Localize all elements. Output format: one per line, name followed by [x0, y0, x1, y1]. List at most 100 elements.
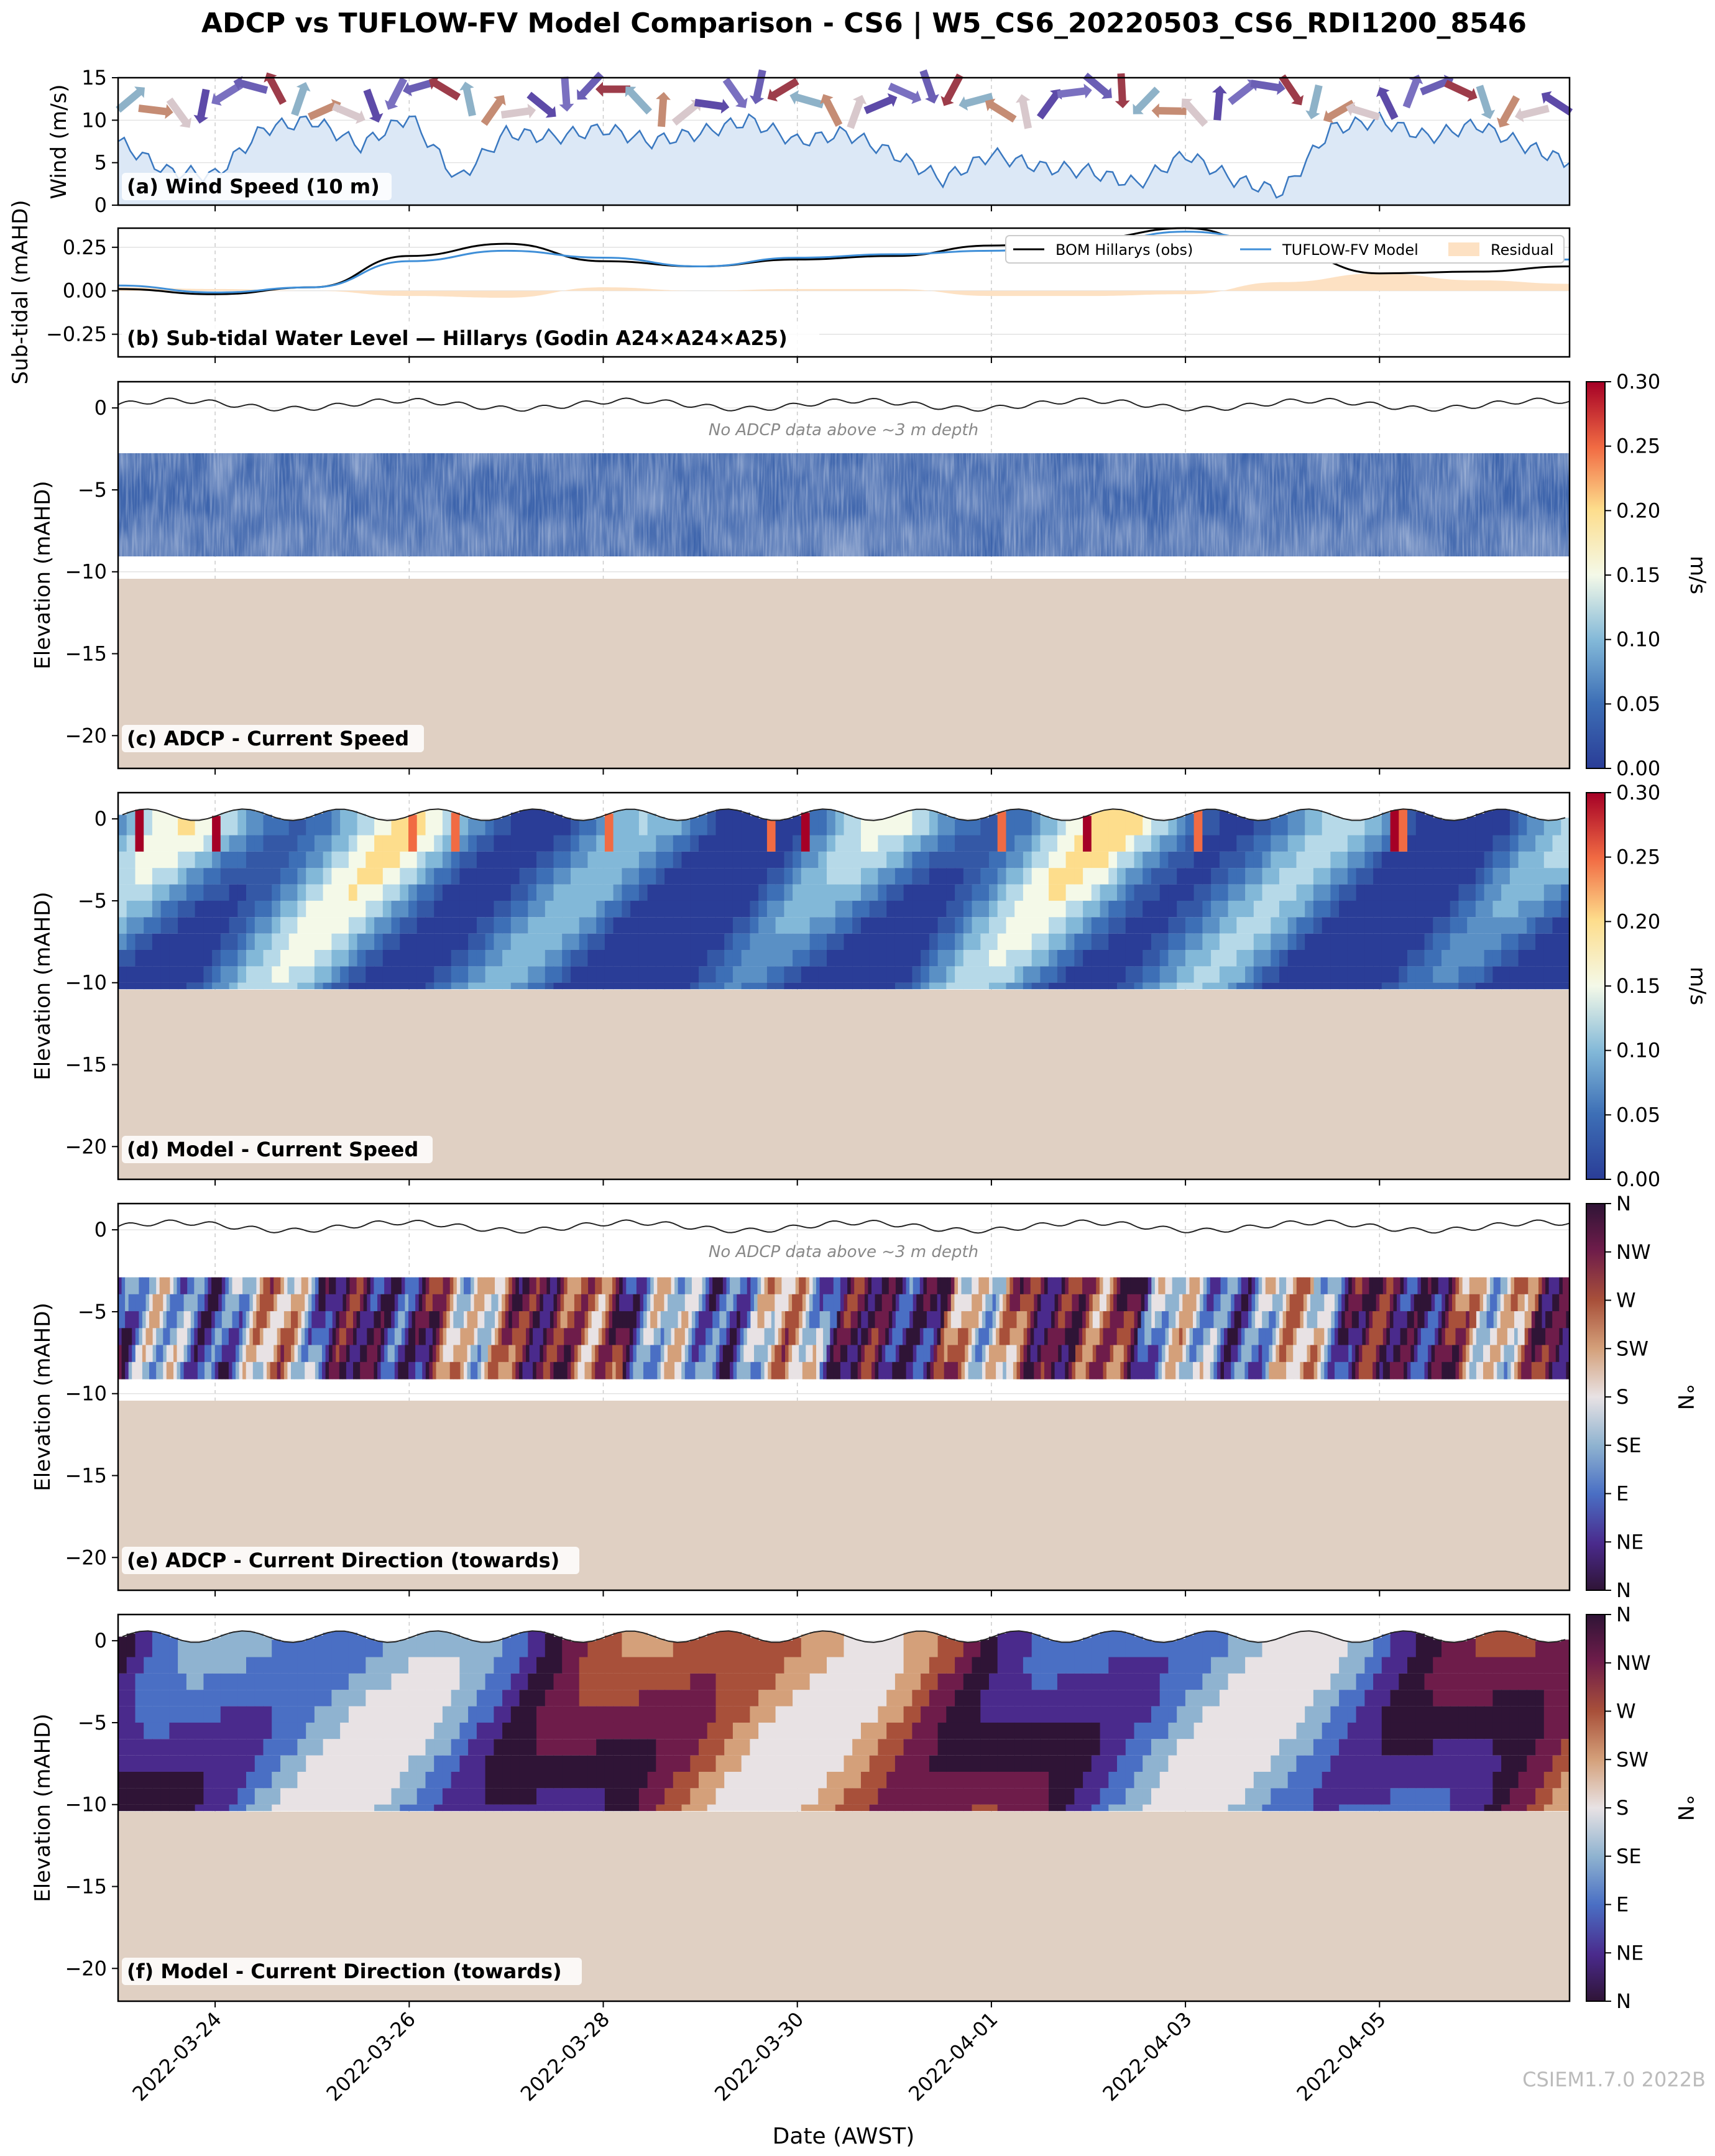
- heatmap-cell: [997, 966, 1006, 983]
- heatmap-cell: [125, 1345, 129, 1363]
- heatmap-cell: [494, 966, 503, 983]
- heatmap-cell: [332, 1328, 336, 1346]
- heatmap-cell: [1400, 1277, 1404, 1295]
- heatmap-cell: [1364, 835, 1374, 852]
- heatmap-cell: [1548, 1277, 1553, 1295]
- heatmap-cell: [1279, 884, 1289, 901]
- heatmap-cell: [579, 982, 588, 990]
- heatmap-cell: [812, 1311, 817, 1329]
- heatmap-cell: [118, 1673, 127, 1690]
- heatmap-cell: [1127, 1277, 1131, 1295]
- heatmap-cell: [1013, 1345, 1018, 1363]
- heatmap-cell: [272, 1673, 281, 1690]
- heatmap-cell: [1355, 1361, 1359, 1380]
- heatmap-cell: [844, 1345, 848, 1363]
- heatmap-cell: [946, 884, 955, 901]
- heatmap-cell: [1286, 1294, 1290, 1312]
- heatmap-cell: [577, 1277, 582, 1295]
- heatmap-cell: [1162, 1277, 1166, 1295]
- heatmap-cell: [1373, 933, 1382, 951]
- heatmap-cell: [684, 1311, 689, 1329]
- heatmap-cell: [301, 1361, 305, 1380]
- heatmap-cell: [391, 933, 400, 951]
- heatmap-cell: [818, 884, 827, 901]
- heatmap-cell: [1509, 900, 1519, 918]
- heatmap-cell: [809, 966, 819, 983]
- heatmap-cell: [1373, 851, 1382, 868]
- heatmap-cell: [408, 1345, 413, 1363]
- heatmap-cell: [947, 1361, 952, 1380]
- heatmap-cell: [653, 1277, 658, 1295]
- heatmap-cell: [515, 1361, 520, 1380]
- heatmap-cell: [947, 1345, 952, 1363]
- heatmap-cell: [480, 1311, 485, 1329]
- heatmap-cell: [401, 1328, 406, 1346]
- heatmap-cell: [1381, 851, 1391, 868]
- heatmap-cell: [229, 966, 238, 983]
- heatmap-cell: [1527, 851, 1536, 868]
- heatmap-cell: [1023, 933, 1032, 951]
- heatmap-cell: [852, 900, 862, 918]
- heatmap-cell: [1016, 1311, 1021, 1329]
- heatmap-cell: [1561, 950, 1570, 967]
- heatmap-cell: [221, 1311, 226, 1329]
- heatmap-cell: [656, 884, 665, 901]
- heatmap-cell: [840, 1311, 845, 1329]
- heatmap-cell: [1501, 900, 1510, 918]
- heatmap-cell: [650, 1277, 655, 1295]
- heatmap-cell: [294, 1328, 298, 1346]
- heatmap-cell: [1296, 950, 1305, 967]
- heatmap-cell: [775, 868, 784, 885]
- heatmap-cell: [1531, 1277, 1535, 1295]
- heatmap-cell: [1207, 1311, 1211, 1329]
- heatmap-cell: [562, 950, 571, 967]
- heatmap-cell: [732, 966, 742, 983]
- heatmap-cell: [1075, 1277, 1080, 1295]
- heatmap-cell: [678, 1294, 682, 1312]
- heatmap-cell: [377, 1361, 382, 1380]
- heatmap-cell: [416, 851, 426, 868]
- heatmap-cell: [536, 809, 546, 836]
- heatmap-cell: [1399, 835, 1408, 852]
- heatmap-cell: [254, 884, 264, 901]
- heatmap-cell: [1545, 1311, 1550, 1329]
- heatmap-cell: [1509, 950, 1519, 967]
- heatmap-cell: [187, 1328, 191, 1346]
- heatmap-cell: [1433, 950, 1442, 967]
- heatmap-cell: [1182, 1311, 1187, 1329]
- heatmap-cell: [671, 1294, 675, 1312]
- heatmap-cell: [195, 884, 204, 901]
- heatmap-cell: [684, 1294, 689, 1312]
- heatmap-cell: [346, 1345, 351, 1363]
- heatmap-cell: [638, 917, 648, 934]
- heatmap-cell: [412, 1361, 416, 1380]
- heatmap-cell: [1462, 1294, 1466, 1312]
- heatmap-cell: [218, 1311, 223, 1329]
- heatmap-cell: [1168, 950, 1177, 967]
- heatmap-cell: [630, 950, 640, 967]
- heatmap-cell: [377, 1328, 382, 1346]
- heatmap-cell: [656, 966, 665, 983]
- heatmap-cell: [1236, 966, 1246, 983]
- heatmap-cell: [553, 851, 563, 868]
- heatmap-cell: [784, 868, 793, 885]
- heatmap-cell: [764, 1345, 768, 1363]
- heatmap-cell: [1509, 917, 1519, 934]
- heatmap-cell: [591, 1277, 595, 1295]
- heatmap-cell: [177, 1294, 181, 1312]
- heatmap-cell: [657, 1277, 661, 1295]
- heatmap-cell: [1130, 1345, 1135, 1363]
- heatmap-cell: [840, 1328, 845, 1346]
- wind-arrow: [1541, 91, 1573, 116]
- heatmap-cell: [1362, 1311, 1366, 1329]
- heatmap-cell: [270, 1311, 274, 1329]
- heatmap-cell: [178, 917, 187, 934]
- heatmap-cell: [1341, 1277, 1346, 1295]
- heatmap-cell: [775, 820, 784, 836]
- heatmap-cell: [1162, 1345, 1166, 1363]
- heatmap-cell: [1009, 1311, 1014, 1329]
- heatmap-cell: [903, 868, 913, 885]
- heatmap-cell: [664, 884, 674, 901]
- heatmap-cell: [195, 1706, 204, 1723]
- heatmap-cell: [495, 1361, 499, 1380]
